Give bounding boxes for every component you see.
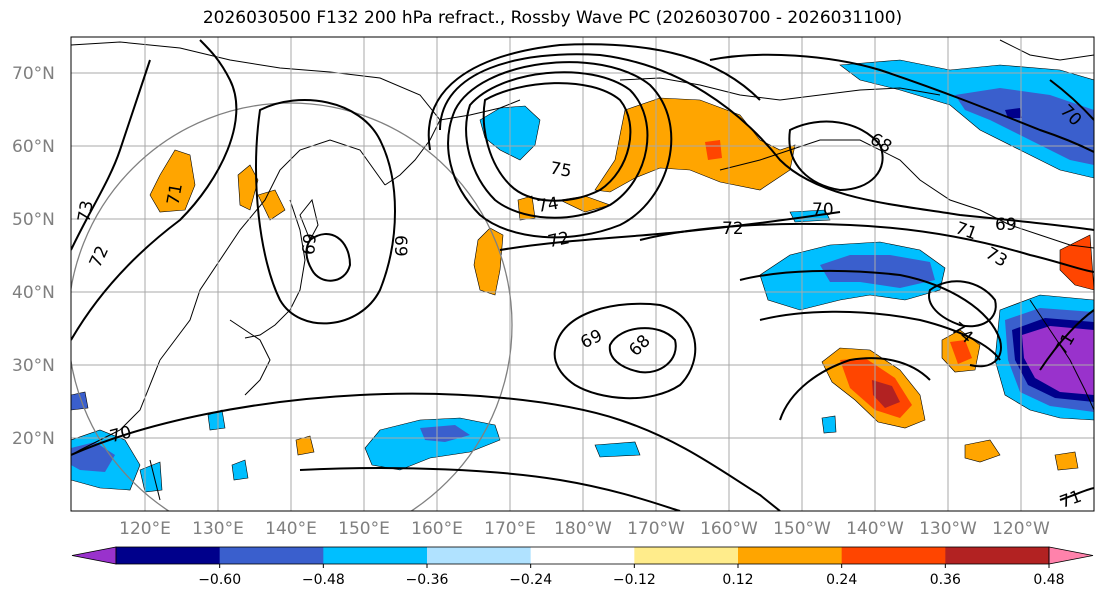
- colorbar-tick-label: 0.12: [722, 572, 753, 588]
- colorbar-segment: [323, 547, 428, 564]
- colorbar-segment: [219, 547, 324, 564]
- colorbar-tick-label: −0.48: [302, 572, 345, 588]
- shade-se-purple: [1022, 326, 1094, 395]
- great-circle-overlay: [71, 102, 513, 511]
- shade-pacific-blue: [364, 417, 501, 471]
- coastlines: [71, 39, 1094, 501]
- lon-label: 140°E: [265, 519, 317, 539]
- colorbar-segment: [530, 547, 635, 564]
- contour-label: 71: [163, 182, 186, 207]
- colorbar-segment: [841, 547, 946, 564]
- lon-label: 180°W: [554, 519, 612, 539]
- colorbar-segment: [427, 547, 532, 564]
- colorbar-tick-label: −0.12: [613, 572, 656, 588]
- lon-label: 150°W: [773, 519, 831, 539]
- colorbar-tick-label: −0.36: [406, 572, 449, 588]
- colorbar-segment: [116, 547, 221, 564]
- shade-blue-1: [820, 255, 935, 288]
- graticule: [71, 37, 1094, 511]
- colorbar-tick-label: 0.48: [1033, 572, 1064, 588]
- plot-frame: [70, 36, 1095, 512]
- shade-ne-light: [839, 59, 1094, 179]
- plot-title: 2026030500 F132 200 hPa refract., Rossby…: [202, 8, 903, 28]
- contour-label: 72: [722, 219, 744, 239]
- latitude-labels: 70°N 60°N 50°N 40°N 30°N 20°N: [12, 64, 55, 449]
- contour-label: 70: [812, 200, 834, 220]
- lat-label: 20°N: [12, 429, 55, 449]
- shade-red-north: [705, 140, 722, 160]
- shade-orange-7: [295, 435, 315, 456]
- colorbar-extend-low: [71, 546, 117, 565]
- shade-orange-east: [1059, 234, 1094, 291]
- lon-label: 150°E: [338, 519, 390, 539]
- colorbar-segment: [634, 547, 739, 564]
- shade-blue-small4: [821, 415, 837, 434]
- lat-label: 50°N: [12, 210, 55, 230]
- shade-orange-9: [964, 439, 1001, 463]
- contour-label: 73: [74, 199, 97, 224]
- colorbar-segment: [945, 547, 1050, 564]
- contour-label: 69: [995, 215, 1017, 235]
- shade-red-8: [950, 340, 972, 364]
- lat-label: 70°N: [12, 64, 55, 84]
- shade-orange-10: [1054, 451, 1079, 471]
- colorbar-frame: [115, 546, 1050, 565]
- shade-darkred-south: [872, 380, 900, 408]
- lon-label: 140°W: [846, 519, 904, 539]
- colorbar-tick-label: −0.60: [198, 572, 241, 588]
- longitude-labels: 120°E 130°E 140°E 150°E 160°E 170°E 180°…: [119, 519, 1050, 539]
- colorbar-extend-high: [1048, 546, 1094, 565]
- shade-orange-4: [473, 227, 504, 296]
- colorbar-tick-label: −0.24: [509, 572, 552, 588]
- lat-label: 30°N: [12, 356, 55, 376]
- contour-lines: [71, 39, 1094, 511]
- shade-blue-small2: [231, 459, 249, 481]
- colorbar-tick-label: 0.24: [826, 572, 857, 588]
- contour-label: 72: [546, 228, 571, 252]
- lon-label: 170°W: [627, 519, 685, 539]
- shade-ne-navy: [1005, 108, 1022, 118]
- contour-label: 69: [299, 233, 321, 256]
- contour-label: 69: [390, 235, 410, 257]
- lon-label: 130°E: [192, 519, 244, 539]
- lat-label: 40°N: [12, 283, 55, 303]
- lon-label: 120°W: [992, 519, 1050, 539]
- colorbar-tick-label: 0.36: [930, 572, 961, 588]
- lat-label: 60°N: [12, 137, 55, 157]
- colorbar-segment: [738, 547, 843, 564]
- shade-orange-1: [149, 149, 196, 213]
- lon-label: 120°E: [119, 519, 171, 539]
- colorbar: −0.60 −0.48 −0.36 −0.24 −0.12 0.12 0.24 0.36 0.4…: [71, 546, 1094, 588]
- contour-label: 75: [548, 158, 573, 181]
- lon-label: 170°E: [484, 519, 536, 539]
- lon-label: 130°W: [919, 519, 977, 539]
- shade-blue-small3: [594, 441, 641, 458]
- shade-orange-2: [237, 164, 259, 211]
- contour-label: 74: [535, 194, 560, 217]
- lon-label: 160°E: [411, 519, 463, 539]
- lon-label: 160°W: [700, 519, 758, 539]
